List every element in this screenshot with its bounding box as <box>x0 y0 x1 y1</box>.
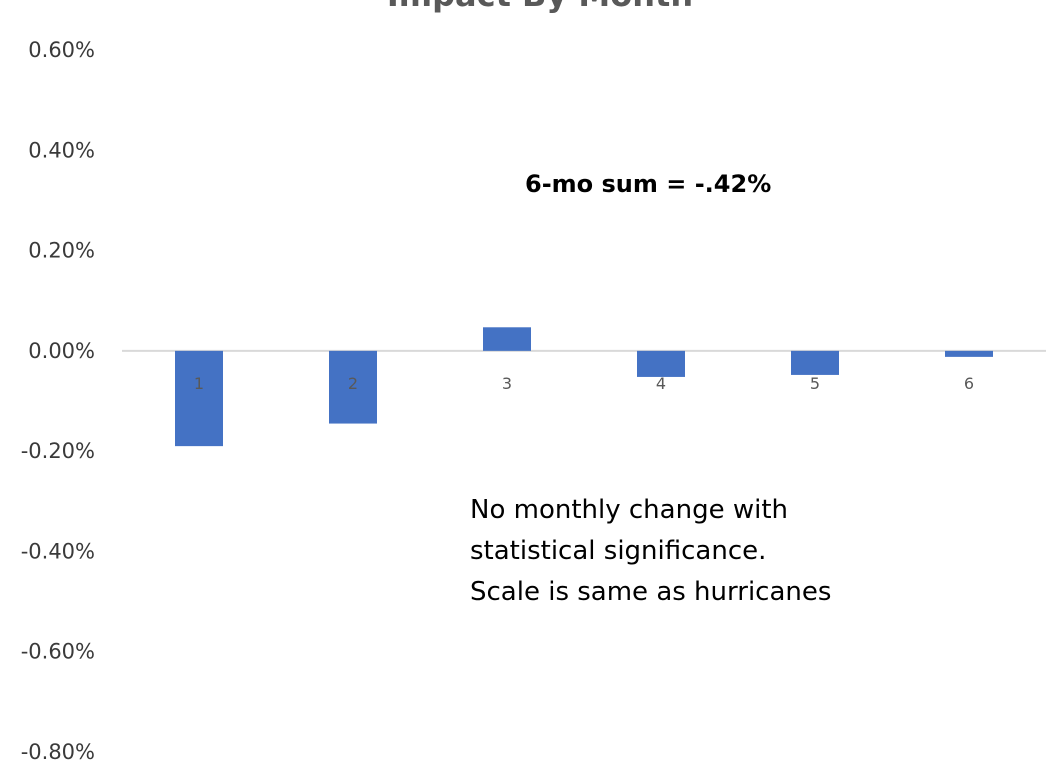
x-tick-label: 4 <box>656 374 666 393</box>
annotation-line: No monthly change with <box>470 495 788 525</box>
bar <box>945 350 993 357</box>
bar <box>483 327 531 351</box>
y-tick-label: -0.40% <box>21 539 95 563</box>
x-tick-label: 6 <box>964 374 974 393</box>
chart-title: Impact By Month <box>387 0 693 14</box>
y-tick-label: -0.80% <box>21 740 95 761</box>
annotation-line: statistical significance. <box>470 536 766 566</box>
significance-annotation: No monthly change with statistical signi… <box>470 495 831 607</box>
x-tick-label: 3 <box>502 374 512 393</box>
x-tick-label: 1 <box>194 374 204 393</box>
x-tick-label: 2 <box>348 374 358 393</box>
bar <box>791 350 839 375</box>
y-tick-label: 0.20% <box>28 239 95 263</box>
y-tick-label: 0.00% <box>28 339 95 363</box>
y-tick-label: -0.20% <box>21 439 95 463</box>
y-tick-label: 0.40% <box>28 138 95 162</box>
bar <box>329 350 377 424</box>
y-tick-label: 0.60% <box>28 38 95 62</box>
y-tick-label: -0.60% <box>21 640 95 664</box>
bar <box>175 350 223 447</box>
bar <box>637 350 685 377</box>
x-axis-ticks: 1 2 3 4 5 6 <box>194 374 974 393</box>
y-axis-ticks: 0.60% 0.40% 0.20% 0.00% -0.20% -0.40% -0.60% -0… <box>21 38 95 761</box>
x-tick-label: 5 <box>810 374 820 393</box>
bars <box>175 327 993 447</box>
annotation-line: Scale is same as hurricanes <box>470 577 831 607</box>
sum-annotation: 6-mo sum = -.42% <box>525 170 771 198</box>
